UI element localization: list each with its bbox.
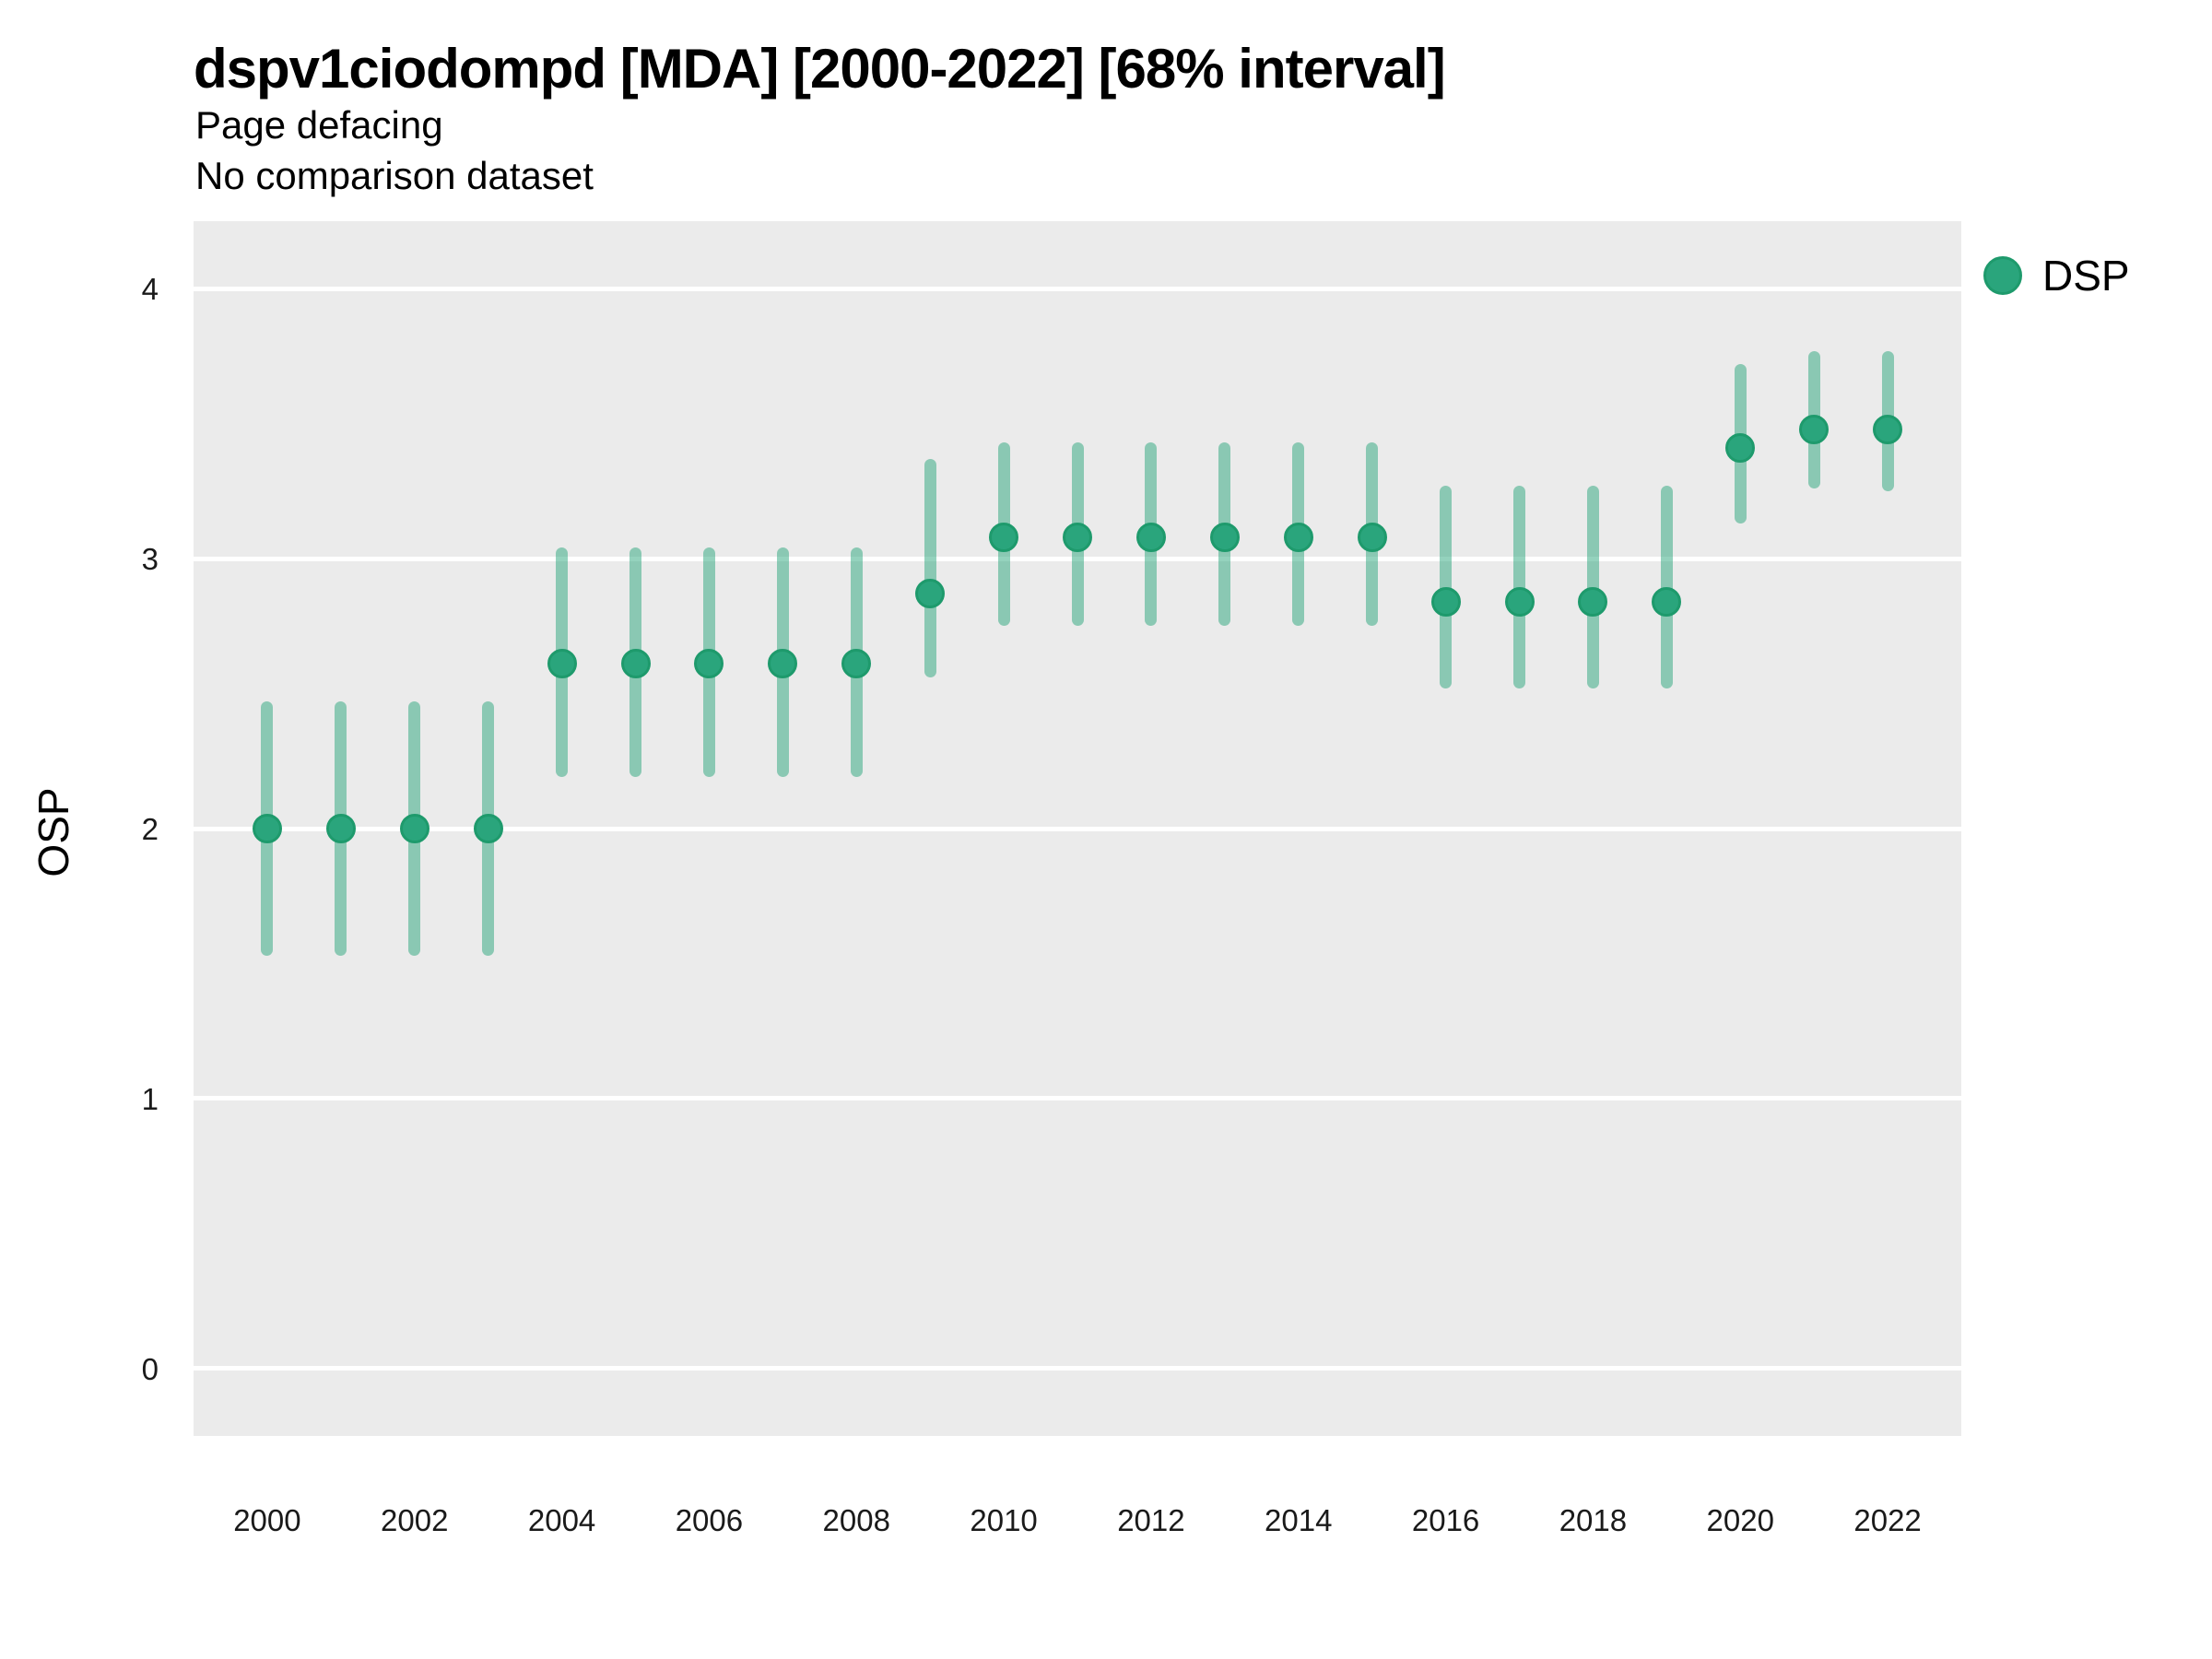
data-point-2016 bbox=[1430, 586, 1461, 617]
interval-bar-2019 bbox=[1660, 486, 1673, 688]
data-point-2011 bbox=[1063, 522, 1092, 552]
data-point-2006 bbox=[694, 649, 724, 679]
interval-bar-2017 bbox=[1513, 486, 1525, 688]
y-tick-label-1: 1 bbox=[141, 1081, 159, 1116]
data-point-2005 bbox=[620, 649, 651, 679]
legend-label: DSP bbox=[2042, 252, 2130, 300]
data-point-2008 bbox=[841, 649, 872, 679]
chart-title: dspv1ciodompd [MDA] [2000-2022] [68% int… bbox=[194, 38, 1446, 100]
data-point-2010 bbox=[989, 522, 1019, 552]
legend: DSP bbox=[1983, 251, 2130, 300]
y-tick-label-3: 3 bbox=[141, 542, 159, 577]
interval-bar-2009 bbox=[924, 458, 936, 677]
data-point-2001 bbox=[325, 814, 356, 843]
x-tick-label-2016: 2016 bbox=[1411, 1503, 1480, 1537]
y-tick-label-0: 0 bbox=[141, 1351, 159, 1386]
data-point-2007 bbox=[768, 649, 798, 679]
y-tick-label-4: 4 bbox=[141, 272, 159, 307]
data-point-2000 bbox=[252, 814, 282, 843]
gridline-y-1 bbox=[194, 1096, 1961, 1101]
data-point-2014 bbox=[1283, 522, 1313, 552]
comparison-note: No comparison dataset bbox=[195, 154, 594, 197]
interval-bar-2016 bbox=[1440, 486, 1453, 688]
data-point-2018 bbox=[1578, 586, 1608, 617]
data-point-2017 bbox=[1504, 586, 1535, 617]
y-tick-label-2: 2 bbox=[141, 812, 159, 846]
interval-bar-2018 bbox=[1586, 486, 1599, 688]
data-point-2022 bbox=[1873, 414, 1903, 444]
x-tick-label-2020: 2020 bbox=[1706, 1503, 1774, 1537]
x-tick-label-2014: 2014 bbox=[1265, 1503, 1333, 1537]
x-tick-label-2022: 2022 bbox=[1853, 1503, 1922, 1537]
y-axis-title: OSP bbox=[29, 787, 77, 877]
data-point-2021 bbox=[1799, 414, 1830, 444]
x-tick-label-2008: 2008 bbox=[822, 1503, 890, 1537]
x-tick-label-2004: 2004 bbox=[527, 1503, 596, 1537]
data-point-2003 bbox=[473, 814, 503, 843]
x-tick-label-2000: 2000 bbox=[233, 1503, 301, 1537]
data-point-2004 bbox=[547, 649, 577, 679]
gridline-y-0 bbox=[194, 1366, 1961, 1371]
data-point-2012 bbox=[1135, 522, 1166, 552]
data-point-2020 bbox=[1725, 433, 1756, 464]
gridline-y-2 bbox=[194, 826, 1961, 831]
data-point-2009 bbox=[915, 579, 946, 609]
chart-subtitle: Page defacing bbox=[195, 103, 443, 147]
x-tick-label-2006: 2006 bbox=[675, 1503, 744, 1537]
x-tick-label-2002: 2002 bbox=[381, 1503, 449, 1537]
gridline-y-4 bbox=[194, 286, 1961, 291]
x-tick-label-2012: 2012 bbox=[1117, 1503, 1185, 1537]
data-point-2015 bbox=[1357, 522, 1387, 552]
x-tick-label-2018: 2018 bbox=[1559, 1503, 1628, 1537]
x-tick-label-2010: 2010 bbox=[970, 1503, 1038, 1537]
data-point-2013 bbox=[1209, 522, 1240, 552]
data-point-2002 bbox=[399, 814, 429, 843]
data-point-2019 bbox=[1652, 586, 1682, 617]
legend-circle-icon bbox=[1983, 256, 2022, 295]
plot-panel bbox=[194, 221, 1961, 1436]
